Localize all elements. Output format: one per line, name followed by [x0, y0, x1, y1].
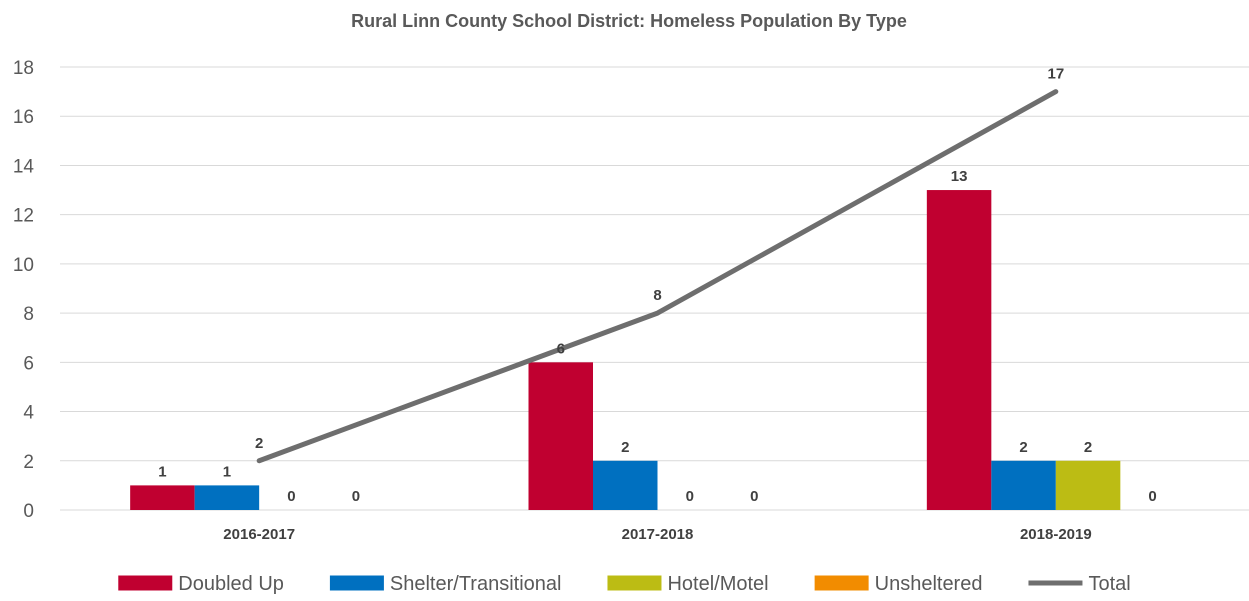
data-label-total: 2	[255, 435, 263, 452]
data-labels-layer: 1 1 0 0 6 2 0 0 13 2 2 0 2 8 17	[158, 66, 1157, 505]
legend: Doubled Up Shelter/Transitional Hotel/Mote…	[118, 573, 1131, 595]
y-tick-label: 6	[23, 353, 34, 374]
legend-item-doubled-up: Doubled Up	[118, 573, 284, 595]
bar-shelter-transitional-2016-2017	[194, 485, 260, 510]
chart-title: Rural Linn County School District: Homel…	[351, 11, 907, 31]
y-tick-label: 8	[23, 304, 34, 325]
legend-label: Total	[1088, 573, 1130, 595]
bar-shelter-transitional-2018-2019	[991, 460, 1056, 510]
data-label-shelter-transitional: 2	[621, 439, 629, 456]
data-label-doubled-up: 13	[951, 168, 968, 185]
y-tick-label: 2	[23, 452, 34, 473]
bar-doubled-up-2017-2018	[528, 362, 593, 510]
bar-shelter-transitional-2017-2018	[593, 460, 658, 510]
legend-label: Shelter/Transitional	[390, 573, 562, 595]
data-label-hotel-motel: 2	[1084, 439, 1092, 456]
legend-swatch	[118, 575, 173, 591]
data-label-hotel-motel: 0	[287, 488, 295, 505]
y-tick-label: 18	[13, 58, 34, 79]
data-label-shelter-transitional: 1	[223, 463, 231, 480]
y-tick-label: 12	[13, 206, 34, 227]
data-label-doubled-up: 6	[557, 340, 565, 357]
y-tick-label: 0	[23, 501, 34, 522]
legend-label: Hotel/Motel	[667, 573, 768, 595]
data-label-total: 8	[653, 287, 661, 304]
data-label-unsheltered: 0	[1148, 488, 1156, 505]
x-tick-label: 2018-2019	[1020, 526, 1092, 543]
legend-label: Doubled Up	[178, 573, 284, 595]
y-tick-label: 10	[13, 255, 34, 276]
total-line-layer	[256, 89, 1059, 464]
legend-label: Unsheltered	[875, 573, 983, 595]
legend-swatch	[814, 575, 869, 591]
line-total	[256, 89, 1059, 464]
y-tick-label: 14	[13, 156, 35, 177]
y-axis-ticks: 0 2 4 6 8 10 12 14 16 18	[13, 58, 35, 522]
data-label-shelter-transitional: 2	[1019, 439, 1027, 456]
data-label-unsheltered: 0	[352, 488, 360, 505]
y-tick-label: 4	[23, 403, 34, 424]
bar-hotel-motel-2018-2019	[1055, 460, 1121, 510]
legend-item-unsheltered: Unsheltered	[814, 573, 983, 595]
bars-layer	[130, 190, 1121, 511]
legend-swatch	[329, 575, 384, 591]
legend-swatch	[607, 575, 662, 591]
x-tick-label: 2017-2018	[622, 526, 694, 543]
data-label-hotel-motel: 0	[686, 488, 694, 505]
y-tick-label: 16	[13, 107, 34, 128]
legend-item-total: Total	[1028, 573, 1131, 595]
bar-doubled-up-2016-2017	[130, 485, 195, 510]
legend-item-shelter-transitional: Shelter/Transitional	[329, 573, 562, 595]
x-axis-ticks: 2016-2017 2017-2018 2018-2019	[223, 526, 1091, 543]
x-tick-label: 2016-2017	[223, 526, 295, 543]
legend-item-hotel-motel: Hotel/Motel	[607, 573, 769, 595]
data-label-doubled-up: 1	[158, 463, 166, 480]
data-label-total: 17	[1047, 66, 1064, 83]
data-label-unsheltered: 0	[750, 488, 758, 505]
bar-doubled-up-2018-2019	[926, 190, 992, 511]
